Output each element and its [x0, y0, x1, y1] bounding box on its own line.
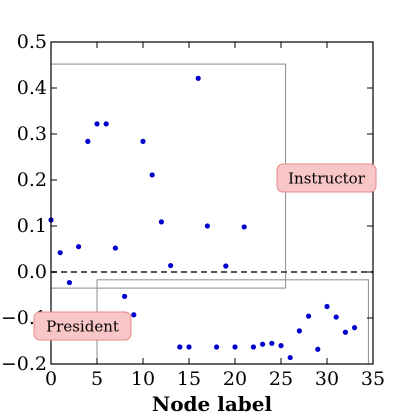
data-point-12: [158, 219, 164, 225]
data-point-27: [296, 328, 302, 334]
data-point-32: [342, 329, 348, 335]
data-point-6: [103, 121, 109, 127]
y-tick-label-0: −0.2: [1, 353, 47, 375]
annotation-president: President: [33, 311, 132, 341]
x-tick-label-35: 35: [361, 368, 385, 390]
data-point-7: [112, 245, 118, 251]
x-tick-label-15: 15: [177, 368, 201, 390]
data-point-9: [131, 312, 137, 318]
data-point-1: [57, 250, 63, 256]
data-point-8: [122, 293, 128, 299]
axes-layer: [50, 41, 374, 365]
data-point-13: [168, 262, 174, 269]
data-point-29: [315, 346, 321, 352]
data-point-33: [352, 325, 358, 331]
region-box-1: [50, 63, 287, 289]
data-point-24: [269, 340, 275, 346]
x-tick-label-25: 25: [269, 368, 293, 390]
data-point-3: [76, 244, 82, 250]
data-point-19: [223, 263, 229, 269]
data-point-21: [241, 224, 247, 230]
x-tick-label-30: 30: [315, 368, 339, 390]
region-box-2: [96, 279, 369, 365]
data-point-26: [287, 354, 293, 361]
data-point-31: [333, 314, 339, 320]
data-point-25: [278, 343, 284, 349]
data-point-4: [85, 138, 91, 144]
data-point-17: [204, 223, 210, 229]
plot-frame: [50, 41, 374, 365]
annotation-president-box: [33, 311, 132, 341]
data-point-5: [94, 121, 100, 127]
y-tick-label-2: 0.0: [17, 261, 47, 283]
data-point-30: [324, 303, 330, 310]
data-point-10: [140, 138, 146, 144]
data-point-2: [66, 279, 72, 286]
data-point-28: [306, 313, 312, 319]
data-point-20: [232, 344, 238, 350]
x-tick-label-20: 20: [223, 368, 247, 390]
data-point-16: [195, 75, 201, 81]
x-tick-label-0: 0: [45, 368, 57, 390]
annotation-instructor-label: Instructor: [288, 170, 366, 188]
data-point-22: [250, 344, 256, 350]
y-tick-label-5: 0.3: [17, 123, 47, 145]
annotation-instructor-box: [276, 163, 377, 193]
x-tick-label-10: 10: [131, 368, 155, 390]
data-points-layer: [48, 75, 358, 361]
data-point-15: [186, 344, 192, 350]
x-tick-label-5: 5: [91, 368, 103, 390]
y-tick-label-6: 0.4: [17, 77, 47, 99]
x-axis-title: Node label: [152, 392, 273, 415]
data-point-11: [149, 172, 155, 178]
data-point-14: [177, 344, 183, 350]
y-tick-label-3: 0.1: [17, 215, 47, 237]
annotation-president-label: President: [46, 318, 119, 336]
y-tick-label-7: 0.5: [17, 31, 47, 53]
data-point-23: [260, 341, 266, 347]
data-point-18: [214, 344, 220, 350]
y-tick-label-4: 0.2: [17, 169, 47, 191]
annotation-instructor: Instructor: [276, 163, 377, 193]
